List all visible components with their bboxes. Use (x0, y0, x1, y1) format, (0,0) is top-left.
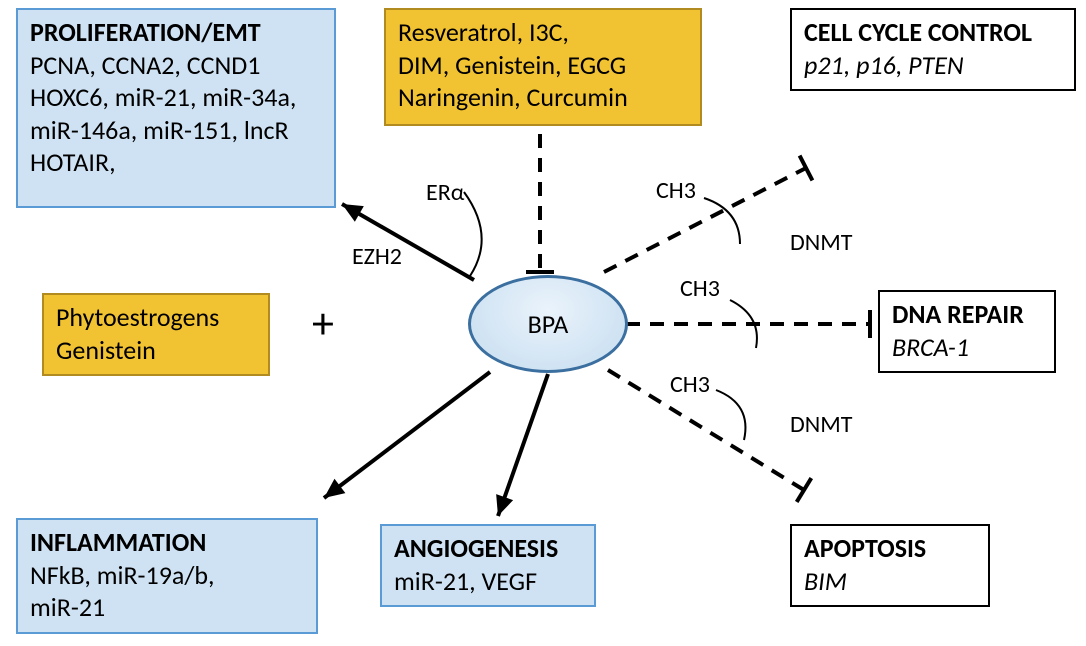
box-phytoestrogens: PhytoestrogensGenistein (42, 293, 270, 376)
box-body: miR-21, VEGF (394, 565, 582, 598)
central-label: BPA (528, 308, 569, 340)
label-ch3-3: CH3 (670, 370, 710, 399)
box-inflammation: INFLAMMATION NFkB, miR-19a/b,miR-21 (16, 518, 318, 634)
box-dna-repair: DNA REPAIR BRCA-1 (878, 290, 1056, 373)
box-cell-cycle-control: CELL CYCLE CONTROL p21, p16, PTEN (790, 8, 1076, 91)
box-proliferation-emt: PROLIFERATION/EMT PCNA, CCNA2, CCND1HOXC… (16, 8, 336, 208)
box-title: PROLIFERATION/EMT (30, 16, 322, 49)
box-title: APOPTOSIS (804, 532, 976, 565)
box-body: BIM (804, 565, 976, 598)
box-body: Resveratrol, I3C,DIM, Genistein, EGCGNar… (398, 16, 688, 114)
box-title: INFLAMMATION (30, 526, 304, 559)
label-dnmt-1: DNMT (790, 228, 852, 257)
central-node-bpa: BPA (468, 275, 628, 373)
label-er-alpha: ERα (426, 178, 464, 207)
box-body: BRCA-1 (892, 331, 1042, 364)
box-angiogenesis: ANGIOGENESIS miR-21, VEGF (380, 524, 596, 607)
label-ch3-2: CH3 (680, 274, 720, 303)
box-apoptosis: APOPTOSIS BIM (790, 524, 990, 607)
label-ch3-1: CH3 (656, 176, 696, 205)
plus-symbol: + (312, 296, 334, 350)
box-title: CELL CYCLE CONTROL (804, 16, 1062, 49)
box-phytochemicals: Resveratrol, I3C,DIM, Genistein, EGCGNar… (384, 8, 702, 126)
box-body: NFkB, miR-19a/b,miR-21 (30, 559, 304, 624)
label-dnmt-2: DNMT (790, 410, 852, 439)
box-body: PhytoestrogensGenistein (56, 301, 256, 366)
box-body: p21, p16, PTEN (804, 49, 1062, 82)
box-body: PCNA, CCNA2, CCND1HOXC6, miR-21, miR-34a… (30, 49, 322, 179)
label-ezh2: EZH2 (352, 242, 402, 271)
box-title: DNA REPAIR (892, 298, 1042, 331)
box-title: ANGIOGENESIS (394, 532, 582, 565)
